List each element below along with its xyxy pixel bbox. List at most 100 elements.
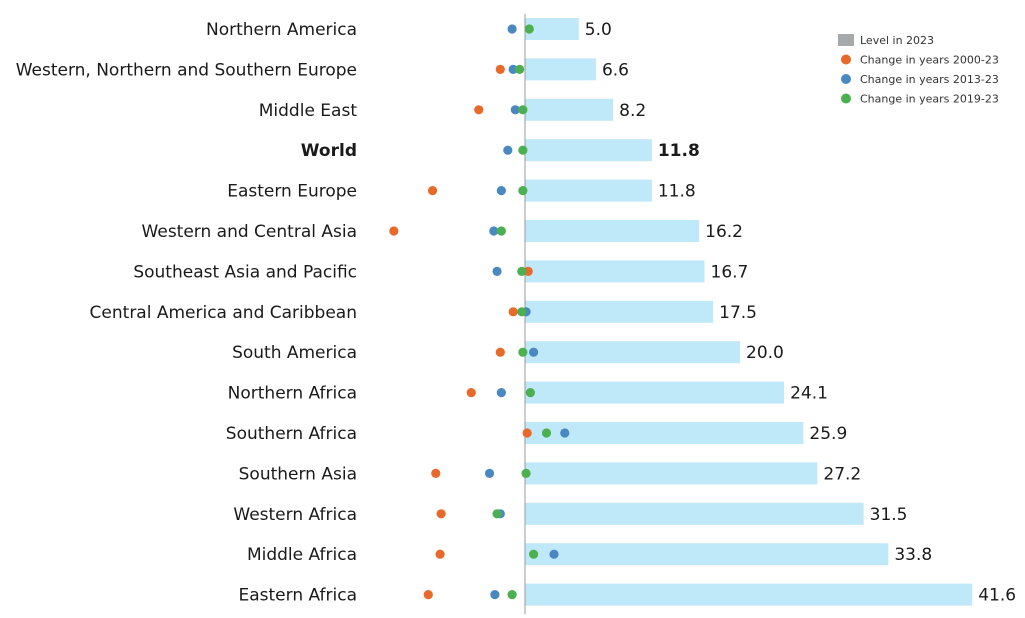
dot-change-in-years-2019-23-eastern-africa — [507, 590, 517, 600]
value-labels: 5.0 6.6 8.2 11.8 11.8 16.2 16.7 17.5 20.0 24.1 25.… — [585, 20, 1016, 606]
bar-world — [525, 139, 652, 162]
dot-change-in-years-2019-23-middle-east — [518, 105, 528, 115]
value-label: 11.8 — [658, 141, 700, 161]
category-label: Middle Africa — [247, 545, 357, 565]
legend: Level in 2023 Change in years 2000-23 Chan… — [838, 34, 999, 106]
legend-swatch-change-in-years-2000-23 — [841, 54, 851, 65]
category-label: Southern Africa — [226, 424, 357, 444]
dot-change-in-years-2013-23-eastern-europe — [496, 186, 506, 196]
dot-change-in-years-2019-23-southern-africa — [541, 428, 552, 438]
dot-change-in-years-2013-23-northern-america — [507, 24, 517, 34]
dot-change-in-years-2019-23-western-northern-and-southern-europe — [515, 64, 525, 74]
dot-change-in-years-2013-23-southern-asia — [484, 468, 495, 478]
bar-western-and-central-asia — [525, 220, 700, 242]
category-labels: Northern America Western, Northern and So… — [16, 20, 358, 606]
category-label: Western Africa — [233, 505, 357, 525]
legend-swatch-change-in-years-2013-23 — [841, 74, 851, 84]
category-label: South America — [232, 343, 357, 363]
value-label: 16.7 — [711, 262, 749, 282]
bar-central-america-and-caribbean — [525, 300, 714, 323]
bar-western-africa — [525, 502, 864, 525]
legend-swatch-level — [838, 34, 854, 46]
bar-northern-africa — [525, 381, 785, 404]
category-label: Eastern Africa — [239, 586, 358, 606]
bar-northern-america — [525, 18, 579, 40]
bar-southern-asia — [525, 462, 818, 485]
dot-change-in-years-2013-23-world — [503, 145, 513, 155]
bar-southern-africa — [525, 422, 804, 444]
category-label: Western and Central Asia — [142, 222, 357, 242]
category-label: Northern America — [206, 20, 357, 40]
dot-change-in-years-2013-23-western-and-central-asia — [489, 226, 499, 236]
category-label: Middle East — [259, 101, 358, 121]
value-label: 8.2 — [619, 101, 646, 121]
dot-change-in-years-2000-23-eastern-africa — [423, 590, 433, 600]
bar-middle-east — [525, 98, 614, 121]
bar-western-northern-and-southern-europe — [525, 58, 596, 81]
dot-change-in-years-2019-23-south-america — [518, 347, 528, 357]
dot-change-in-years-2019-23-middle-africa — [529, 549, 539, 559]
value-label: 33.8 — [894, 545, 932, 565]
dot-change-in-years-2013-23-eastern-africa — [490, 590, 500, 600]
dot-change-in-years-2013-23-south-america — [529, 347, 539, 357]
value-label: 5.0 — [585, 20, 612, 40]
value-label: 25.9 — [809, 424, 847, 444]
value-label: 17.5 — [719, 303, 757, 323]
dot-change-in-years-2013-23-middle-africa — [549, 549, 559, 559]
dot-change-in-years-2013-23-southern-africa — [560, 428, 570, 438]
dot-change-in-years-2000-23-south-america — [495, 347, 505, 357]
dot-change-in-years-2019-23-southeast-asia-and-pacific — [517, 266, 527, 276]
dot-change-in-years-2000-23-middle-africa — [435, 549, 445, 559]
dot-change-in-years-2019-23-western-africa — [492, 509, 502, 519]
value-label: 6.6 — [602, 60, 629, 80]
dot-change-in-years-2019-23-southern-asia — [521, 468, 531, 478]
dot-change-in-years-2013-23-northern-africa — [496, 388, 506, 398]
legend-label: Change in years 2013-23 — [860, 73, 999, 86]
dot-change-in-years-2019-23-northern-america — [524, 24, 534, 34]
dot-change-in-years-2000-23-southern-asia — [431, 468, 441, 478]
category-label: Southeast Asia and Pacific — [133, 262, 357, 282]
dot-change-in-years-2013-23-southeast-asia-and-pacific — [492, 266, 502, 276]
dot-change-in-years-2019-23-western-and-central-asia — [496, 226, 506, 236]
category-label: Central America and Caribbean — [90, 303, 357, 323]
bar-eastern-africa — [525, 583, 973, 606]
value-label: 27.2 — [823, 464, 861, 484]
dots-layer — [389, 24, 570, 600]
legend-label: Change in years 2019-23 — [860, 93, 999, 106]
dot-change-in-years-2000-23-southern-africa — [522, 428, 532, 438]
dot-change-in-years-2000-23-southeast-asia-and-pacific — [523, 266, 533, 276]
dot-change-in-years-2019-23-central-america-and-caribbean — [517, 307, 527, 317]
bar-eastern-europe — [525, 179, 652, 202]
dot-change-in-years-2000-23-western-and-central-asia — [389, 226, 399, 236]
dot-change-in-years-2000-23-western-africa — [436, 509, 446, 519]
legend-label: Level in 2023 — [860, 34, 934, 47]
dot-change-in-years-2000-23-middle-east — [474, 105, 484, 115]
legend-swatch-change-in-years-2019-23 — [841, 93, 851, 104]
dot-change-in-years-2019-23-world — [518, 145, 528, 155]
bar-south-america — [525, 341, 740, 364]
dot-change-in-years-2000-23-northern-africa — [466, 388, 476, 398]
dot-change-in-years-2019-23-eastern-europe — [518, 186, 528, 196]
dot-change-in-years-2019-23-northern-africa — [525, 388, 535, 398]
dot-change-in-years-2000-23-central-america-and-caribbean — [508, 307, 518, 317]
bar-southeast-asia-and-pacific — [525, 260, 705, 283]
value-label: 41.6 — [978, 586, 1016, 606]
value-label: 11.8 — [658, 182, 696, 202]
bar-middle-africa — [525, 543, 889, 566]
value-label: 20.0 — [746, 343, 784, 363]
category-label: World — [301, 141, 357, 161]
bars-layer — [525, 18, 973, 606]
category-label: Northern Africa — [228, 384, 357, 404]
dot-change-in-years-2000-23-western-northern-and-southern-europe — [495, 64, 505, 74]
dot-change-in-years-2013-23-western-northern-and-southern-europe — [508, 64, 518, 74]
category-label: Southern Asia — [239, 464, 357, 484]
value-label: 16.2 — [705, 222, 743, 242]
category-label: Western, Northern and Southern Europe — [16, 60, 357, 80]
dot-change-in-years-2000-23-eastern-europe — [427, 186, 438, 196]
category-label: Eastern Europe — [227, 182, 357, 202]
value-label: 24.1 — [790, 384, 828, 404]
dot-change-in-years-2013-23-middle-east — [510, 105, 520, 115]
value-label: 31.5 — [870, 505, 908, 525]
legend-label: Change in years 2000-23 — [860, 54, 999, 67]
